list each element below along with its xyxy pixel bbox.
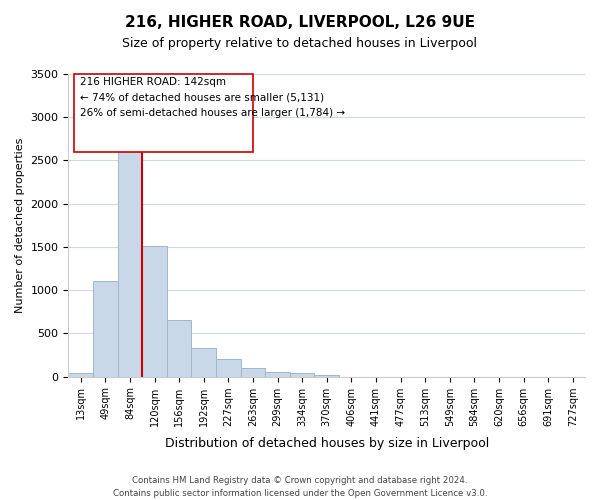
Bar — [191, 348, 216, 376]
Bar — [118, 124, 142, 376]
Bar — [241, 368, 265, 376]
Bar — [167, 320, 191, 376]
Bar — [265, 372, 290, 376]
Bar — [142, 246, 167, 376]
Bar — [93, 280, 118, 376]
Text: 216 HIGHER ROAD: 142sqm
← 74% of detached houses are smaller (5,131)
26% of semi: 216 HIGHER ROAD: 142sqm ← 74% of detache… — [80, 76, 346, 118]
X-axis label: Distribution of detached houses by size in Liverpool: Distribution of detached houses by size … — [164, 437, 489, 450]
Text: 216, HIGHER ROAD, LIVERPOOL, L26 9UE: 216, HIGHER ROAD, LIVERPOOL, L26 9UE — [125, 15, 475, 30]
Bar — [68, 373, 93, 376]
Y-axis label: Number of detached properties: Number of detached properties — [15, 138, 25, 313]
Bar — [216, 360, 241, 376]
Text: Size of property relative to detached houses in Liverpool: Size of property relative to detached ho… — [122, 38, 478, 51]
Text: Contains HM Land Registry data © Crown copyright and database right 2024.
Contai: Contains HM Land Registry data © Crown c… — [113, 476, 487, 498]
Bar — [290, 373, 314, 376]
